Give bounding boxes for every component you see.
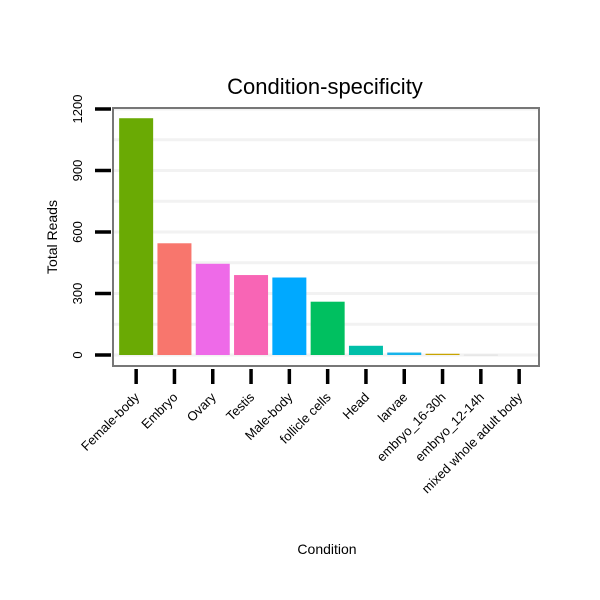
y-tick-label: 1200 xyxy=(70,95,85,124)
bar-ovary xyxy=(195,263,230,355)
plot-frame xyxy=(112,107,540,367)
x-tick-label: Embryo xyxy=(138,390,180,432)
x-tick-label: Testis xyxy=(223,389,257,423)
x-tick-label: embryo_12-14h xyxy=(412,390,487,465)
bar-head xyxy=(348,345,383,355)
bar-embryo xyxy=(157,243,192,355)
bar-female-body xyxy=(119,118,154,355)
bar-larvae xyxy=(387,352,422,355)
x-tick-label: embryo_16-30h xyxy=(374,390,449,465)
bar-embryo-16-30h xyxy=(425,353,460,355)
y-tick-label: 900 xyxy=(70,160,85,182)
x-tick-label: Ovary xyxy=(184,389,219,424)
y-tick-label: 600 xyxy=(70,221,85,243)
bar-male-body xyxy=(272,277,307,355)
y-axis-label: Total Reads xyxy=(44,200,60,274)
y-axis: 0 300 600 900 1200 xyxy=(70,95,111,359)
x-axis-label: Condition xyxy=(297,541,356,557)
bar-embryo-12-14h xyxy=(463,354,498,356)
y-tick-label: 0 xyxy=(70,351,85,358)
x-tick-label: larvae xyxy=(375,390,411,426)
bar-layer xyxy=(119,118,498,356)
x-tick-label: Female-body xyxy=(78,389,143,454)
bar-follicle-cells xyxy=(310,301,345,355)
chart-title: Condition-specificity xyxy=(227,74,423,99)
y-tick-label: 300 xyxy=(70,283,85,305)
bar-testis xyxy=(234,275,269,355)
x-tick-label: Head xyxy=(339,390,372,423)
